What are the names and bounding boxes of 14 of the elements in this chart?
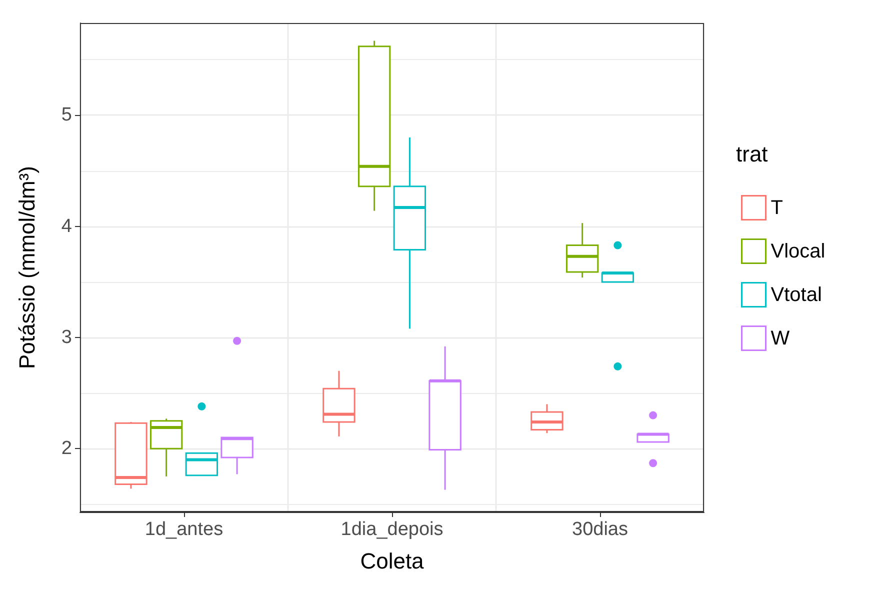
y-tick-label: 2 <box>61 438 72 460</box>
legend-label: Vlocal <box>770 240 826 262</box>
y-axis-title: Potássio (mmol/dm³) <box>14 166 40 369</box>
x-tick-label: 1d_antes <box>144 519 224 540</box>
x-tick-label: 1dia_depois <box>340 519 444 540</box>
legend-label: W <box>770 327 790 350</box>
y-tick-label: 4 <box>61 216 72 237</box>
legend-label: T <box>770 196 783 219</box>
legend-label: Vtotal <box>770 284 822 306</box>
legend-title: trat <box>736 142 768 166</box>
x-tick-label: 30dias <box>572 519 628 540</box>
y-tick-label: 3 <box>61 327 72 348</box>
y-tick-label: 5 <box>61 104 72 126</box>
x-axis-title: Coleta <box>360 548 425 574</box>
